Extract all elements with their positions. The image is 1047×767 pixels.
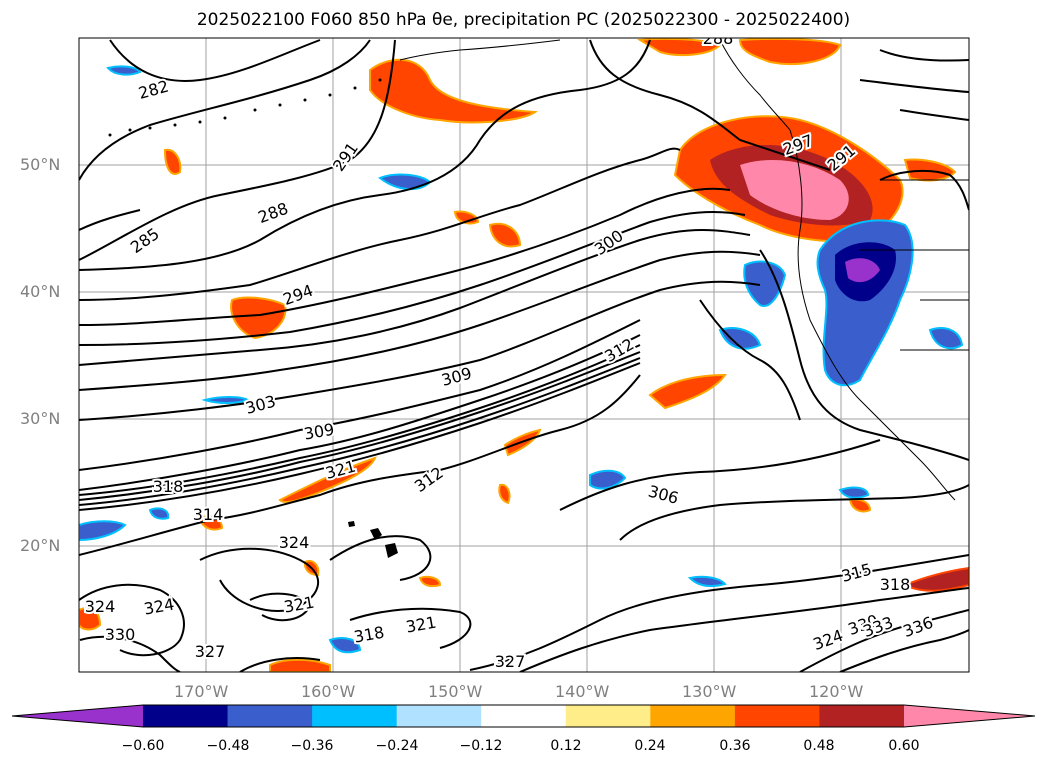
lon-label-140w: 140°W xyxy=(555,682,610,701)
colorbar-cell xyxy=(819,705,905,727)
colorbar-cell xyxy=(904,705,1035,727)
colorbar-tick: 0.36 xyxy=(719,738,751,754)
contour-label: 318 xyxy=(153,477,184,496)
colorbar-cells xyxy=(12,705,1035,727)
lat-label-50n: 50°N xyxy=(20,155,61,174)
lat-label-40n: 40°N xyxy=(20,282,61,301)
lon-label-120w: 120°W xyxy=(809,682,864,701)
colorbar-cell xyxy=(12,705,143,727)
colorbar-cell xyxy=(734,705,820,727)
contour-label: 318 xyxy=(352,623,385,647)
colorbar-tick: −0.60 xyxy=(121,738,165,754)
lon-label-160w: 160°W xyxy=(301,682,356,701)
colorbar-tick: 0.60 xyxy=(888,738,920,754)
colorbar-tick: −0.48 xyxy=(206,738,250,754)
colorbar-cell xyxy=(227,705,313,727)
coastlines xyxy=(399,39,969,501)
contour-label: 327 xyxy=(195,642,226,661)
precip-negative-areas xyxy=(79,65,964,654)
colorbar-cell xyxy=(565,705,651,727)
colorbar-cell xyxy=(396,705,482,727)
lat-label-20n: 20°N xyxy=(20,536,61,555)
contour-label: 330 xyxy=(105,625,136,644)
map-frame xyxy=(78,37,970,673)
precip-positive-areas xyxy=(79,38,969,672)
contour-label: 324 xyxy=(85,597,116,616)
colorbar-cell xyxy=(143,705,229,727)
colorbar-cell xyxy=(312,705,398,727)
aleutian-islands xyxy=(108,78,382,137)
lat-label-30n: 30°N xyxy=(20,409,61,428)
contour-label: 314 xyxy=(193,505,224,524)
colorbar-tick: −0.24 xyxy=(375,738,419,754)
contour-label: 318 xyxy=(880,575,911,594)
contour-label: 324 xyxy=(279,533,310,552)
colorbar-outline xyxy=(11,704,1036,728)
colorbar-tick: 0.48 xyxy=(803,738,835,754)
colorbar-tick: −0.12 xyxy=(459,738,503,754)
colorbar-tick: 0.24 xyxy=(634,738,666,754)
lon-label-150w: 150°W xyxy=(428,682,483,701)
contour-label: 327 xyxy=(495,652,526,671)
hawaii-islands xyxy=(348,521,398,558)
colorbar-cell xyxy=(481,705,567,727)
lon-label-170w: 170°W xyxy=(174,682,229,701)
colorbar-tick: 0.12 xyxy=(550,738,582,754)
map-title: 2025022100 F060 850 hPa θe, precipitatio… xyxy=(196,10,851,30)
theta-e-contours xyxy=(79,39,969,672)
contour-label: 288 xyxy=(703,29,734,48)
lon-label-130w: 130°W xyxy=(682,682,737,701)
colorbar-tick: −0.36 xyxy=(290,738,334,754)
colorbar-cell xyxy=(650,705,736,727)
